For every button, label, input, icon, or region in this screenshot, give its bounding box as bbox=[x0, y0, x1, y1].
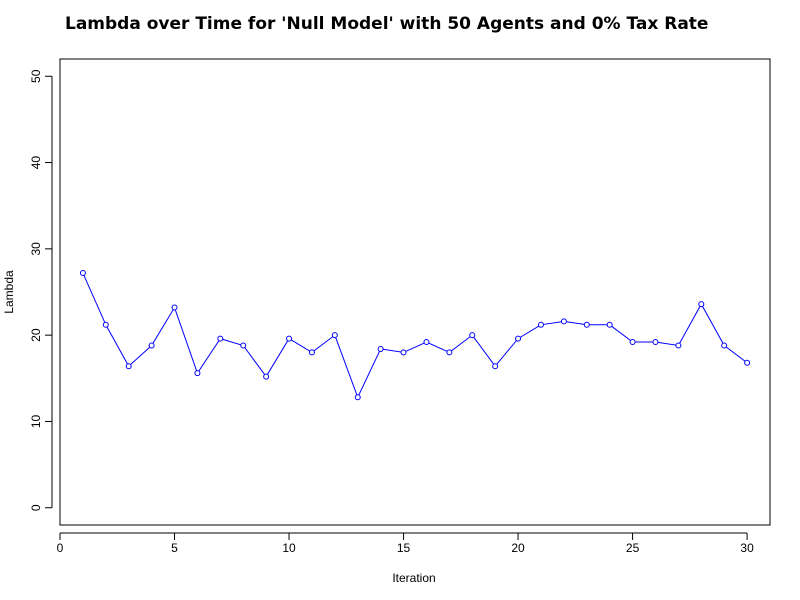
y-tick-label: 30 bbox=[29, 242, 43, 256]
data-point bbox=[400, 349, 407, 356]
y-axis: 0 10 20 30 40 50 bbox=[29, 69, 53, 511]
y-tick-label: 40 bbox=[29, 156, 43, 170]
x-tick-label: 5 bbox=[171, 541, 178, 555]
data-point bbox=[354, 394, 361, 401]
data-point bbox=[675, 342, 682, 349]
x-axis-label: Iteration bbox=[392, 571, 435, 585]
chart-title: Lambda over Time for 'Null Model' with 5… bbox=[65, 14, 709, 34]
data-point bbox=[492, 363, 499, 370]
x-tick-label: 20 bbox=[511, 541, 525, 555]
data-point bbox=[308, 349, 315, 356]
y-axis-label: Lambda bbox=[2, 270, 16, 314]
data-point bbox=[286, 335, 293, 342]
data-point bbox=[606, 321, 613, 328]
data-point bbox=[744, 359, 751, 366]
data-point bbox=[652, 339, 659, 346]
data-point bbox=[377, 345, 384, 352]
y-tick-label: 0 bbox=[29, 504, 43, 511]
data-point bbox=[629, 339, 636, 346]
data-point bbox=[331, 332, 338, 339]
x-tick-label: 25 bbox=[626, 541, 640, 555]
data-point bbox=[194, 370, 201, 377]
data-point bbox=[560, 318, 567, 325]
plot-frame bbox=[59, 58, 771, 526]
x-axis: 0 5 10 15 20 25 30 bbox=[57, 532, 754, 555]
data-point bbox=[240, 342, 247, 349]
series-group bbox=[79, 270, 751, 401]
data-point bbox=[698, 301, 705, 308]
data-point bbox=[515, 335, 522, 342]
data-point bbox=[171, 304, 178, 311]
x-tick-label: 10 bbox=[282, 541, 296, 555]
data-point bbox=[102, 321, 109, 328]
data-point bbox=[148, 342, 155, 349]
y-tick-label: 10 bbox=[29, 414, 43, 428]
data-point bbox=[537, 321, 544, 328]
data-point bbox=[423, 339, 430, 346]
x-tick-label: 15 bbox=[397, 541, 411, 555]
series-line bbox=[82, 272, 748, 399]
y-tick-label: 50 bbox=[29, 69, 43, 83]
data-point bbox=[79, 270, 86, 277]
x-tick-label: 0 bbox=[57, 541, 64, 555]
data-point bbox=[263, 373, 270, 380]
data-point bbox=[446, 349, 453, 356]
data-point bbox=[583, 321, 590, 328]
x-tick-label: 30 bbox=[740, 541, 754, 555]
data-point bbox=[721, 342, 728, 349]
data-point bbox=[469, 332, 476, 339]
data-point bbox=[125, 363, 132, 370]
y-tick-label: 20 bbox=[29, 328, 43, 342]
data-point bbox=[217, 335, 224, 342]
